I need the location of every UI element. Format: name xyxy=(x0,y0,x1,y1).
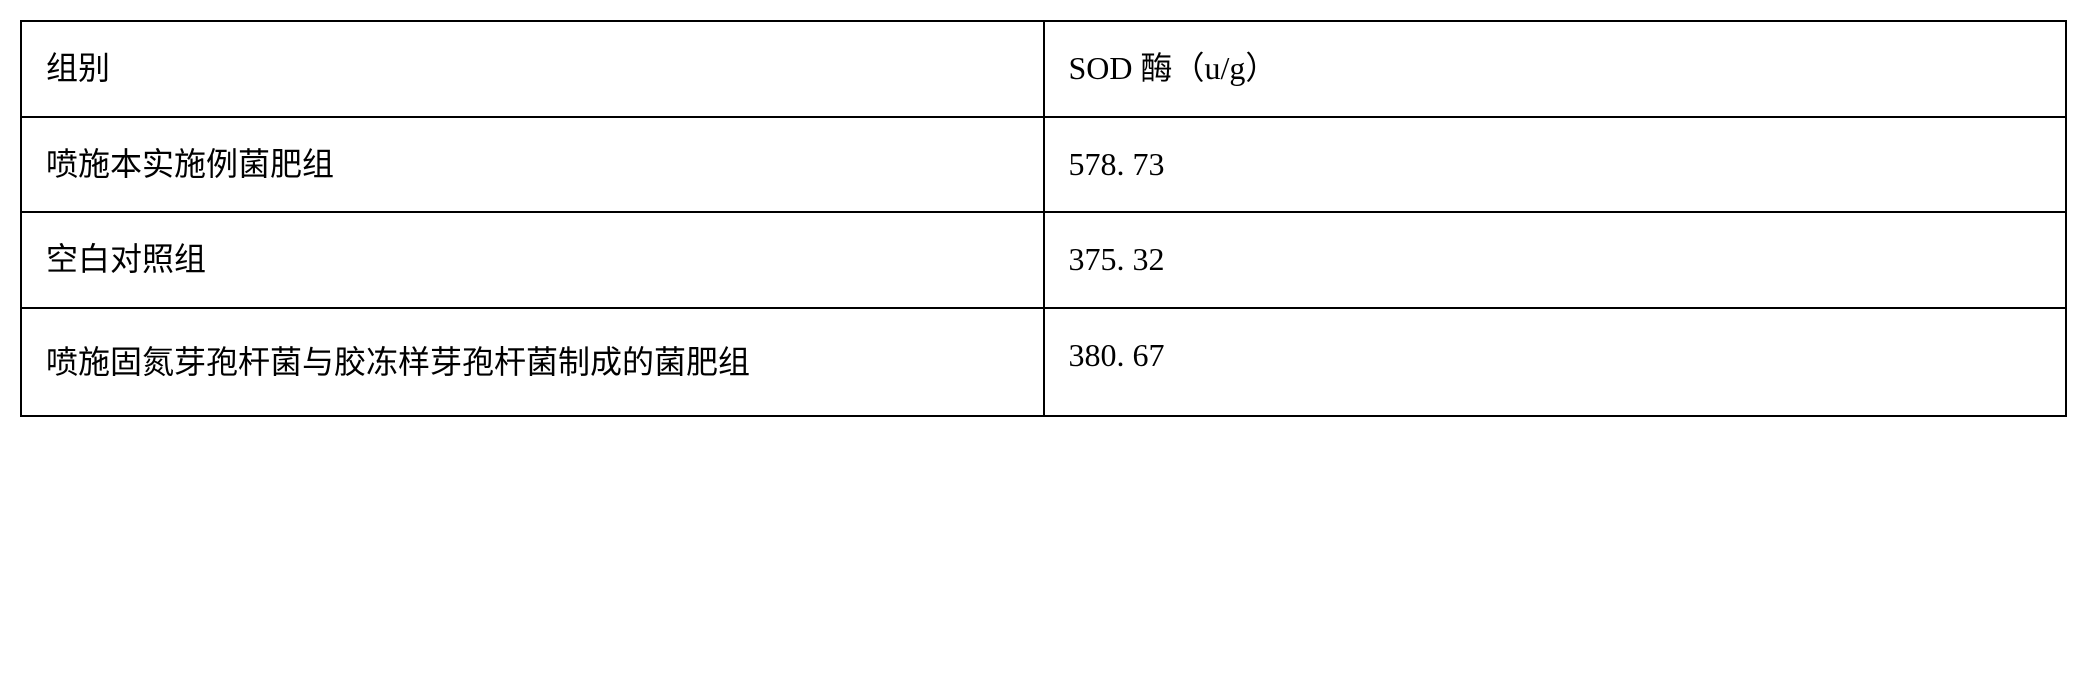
cell-value-3: 380. 67 xyxy=(1044,308,2067,416)
cell-group-3: 喷施固氮芽孢杆菌与胶冻样芽孢杆菌制成的菌肥组 xyxy=(21,308,1044,416)
sod-data-table: 组别 SOD 酶（u/g） 喷施本实施例菌肥组 578. 73 空白对照组 37… xyxy=(20,20,2067,417)
cell-value-1: 578. 73 xyxy=(1044,117,2067,213)
column-header-sod: SOD 酶（u/g） xyxy=(1044,21,2067,117)
table-header-row: 组别 SOD 酶（u/g） xyxy=(21,21,2066,117)
cell-group-1: 喷施本实施例菌肥组 xyxy=(21,117,1044,213)
table-row: 喷施固氮芽孢杆菌与胶冻样芽孢杆菌制成的菌肥组 380. 67 xyxy=(21,308,2066,416)
table-row: 喷施本实施例菌肥组 578. 73 xyxy=(21,117,2066,213)
cell-group-2: 空白对照组 xyxy=(21,212,1044,308)
table-row: 空白对照组 375. 32 xyxy=(21,212,2066,308)
cell-value-2: 375. 32 xyxy=(1044,212,2067,308)
column-header-group: 组别 xyxy=(21,21,1044,117)
